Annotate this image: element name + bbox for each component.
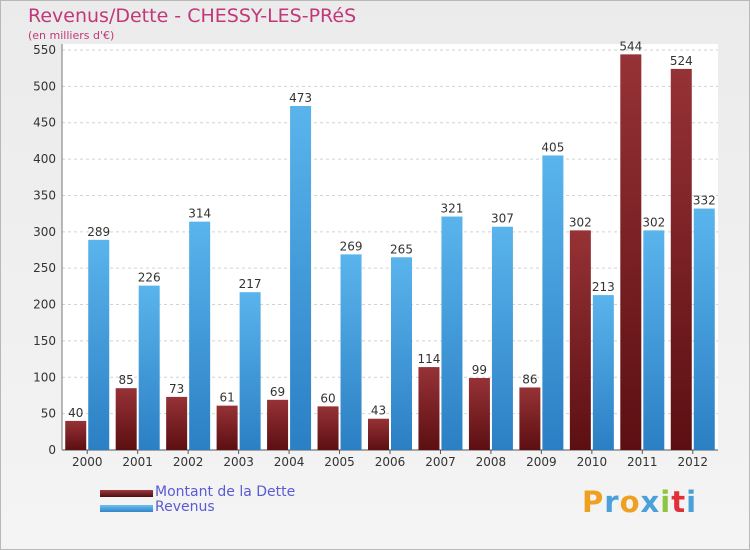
- value-label: 99: [472, 363, 487, 377]
- value-label: 60: [320, 391, 335, 405]
- logo-letter: t: [671, 485, 687, 519]
- bar-revenus: [138, 285, 160, 450]
- bar-dette: [519, 387, 541, 450]
- value-label: 40: [68, 406, 83, 420]
- x-tick-label: 2008: [476, 455, 507, 469]
- chart-title: Revenus/Dette - CHESSY-LES-PRéS: [28, 5, 357, 27]
- bar-dette: [368, 418, 389, 450]
- y-tick-label: 350: [33, 188, 56, 202]
- value-label: 269: [340, 239, 363, 253]
- y-tick-label: 250: [33, 261, 56, 275]
- logo-letter: o: [619, 485, 641, 519]
- value-label: 405: [541, 140, 564, 154]
- logo-letter: i: [660, 485, 672, 519]
- bar-dette: [468, 378, 490, 450]
- logo-letter: P: [582, 485, 605, 519]
- x-tick-label: 2000: [72, 455, 103, 469]
- value-label: 86: [522, 372, 537, 386]
- x-tick-label: 2004: [274, 455, 305, 469]
- bar-dette: [418, 367, 440, 450]
- x-tick-label: 2006: [375, 455, 406, 469]
- value-label: 302: [569, 215, 592, 229]
- logo-letter: i: [686, 485, 698, 519]
- bar-dette: [267, 399, 289, 450]
- value-label: 61: [219, 391, 234, 405]
- y-tick-label: 0: [48, 443, 56, 457]
- y-tick-label: 150: [33, 334, 56, 348]
- x-tick-label: 2010: [577, 455, 608, 469]
- bar-revenus: [441, 216, 463, 450]
- y-tick-label: 400: [33, 152, 56, 166]
- value-label: 473: [289, 91, 312, 105]
- x-tick-label: 2009: [526, 455, 557, 469]
- legend-swatch-dette: [100, 490, 153, 497]
- value-label: 226: [138, 271, 161, 285]
- bar-revenus: [693, 208, 715, 450]
- value-label: 73: [169, 382, 184, 396]
- value-label: 332: [693, 194, 716, 208]
- chart-subtitle: (en milliers d'€): [28, 29, 115, 42]
- value-label: 69: [270, 385, 285, 399]
- value-label: 321: [441, 202, 464, 216]
- y-tick-label: 300: [33, 225, 56, 239]
- value-label: 307: [491, 212, 514, 226]
- bar-revenus: [542, 155, 564, 451]
- bar-revenus: [290, 106, 312, 450]
- value-label: 43: [371, 404, 386, 418]
- x-tick-label: 2011: [627, 455, 658, 469]
- bar-dette: [166, 396, 188, 450]
- logo-letter: x: [640, 485, 661, 519]
- value-label: 217: [239, 277, 262, 291]
- value-label: 289: [87, 225, 110, 239]
- bar-dette: [65, 420, 87, 450]
- x-tick-label: 2012: [677, 455, 708, 469]
- bar-revenus: [88, 239, 110, 450]
- y-tick-label: 50: [41, 407, 56, 421]
- y-tick-label: 100: [33, 370, 56, 384]
- x-tick-label: 2007: [425, 455, 456, 469]
- bar-revenus: [643, 230, 665, 450]
- bar-revenus: [239, 292, 261, 450]
- proxiti-logo: Proxiti: [582, 485, 697, 519]
- y-tick-label: 450: [33, 116, 56, 130]
- y-tick-label: 500: [33, 79, 56, 93]
- bar-revenus: [491, 226, 513, 450]
- value-label: 314: [188, 207, 211, 221]
- bar-revenus: [340, 254, 362, 450]
- legend-label-revenus: Revenus: [155, 499, 215, 515]
- bar-revenus: [189, 221, 211, 450]
- bar-dette: [317, 406, 339, 450]
- legend-swatch-revenus: [100, 505, 153, 512]
- bar-dette: [670, 68, 692, 450]
- legend-label-dette: Montant de la Dette: [155, 484, 296, 500]
- x-tick-label: 2003: [223, 455, 254, 469]
- y-tick-label: 550: [33, 43, 56, 57]
- value-label: 544: [619, 39, 642, 53]
- logo-letter: r: [604, 485, 620, 519]
- x-tick-label: 2005: [324, 455, 355, 469]
- value-label: 302: [642, 215, 665, 229]
- value-label: 85: [119, 373, 134, 387]
- value-label: 114: [418, 352, 441, 366]
- bar-revenus: [592, 295, 614, 450]
- y-tick-label: 200: [33, 298, 56, 312]
- x-tick-label: 2001: [122, 455, 153, 469]
- bar-revenus: [391, 257, 412, 450]
- bar-dette: [115, 388, 137, 450]
- bar-dette: [216, 405, 238, 450]
- x-tick-label: 2002: [173, 455, 204, 469]
- value-label: 213: [592, 280, 615, 294]
- bar-dette: [569, 230, 591, 450]
- bar-dette: [620, 54, 642, 450]
- value-label: 524: [670, 54, 693, 68]
- value-label: 265: [390, 242, 413, 256]
